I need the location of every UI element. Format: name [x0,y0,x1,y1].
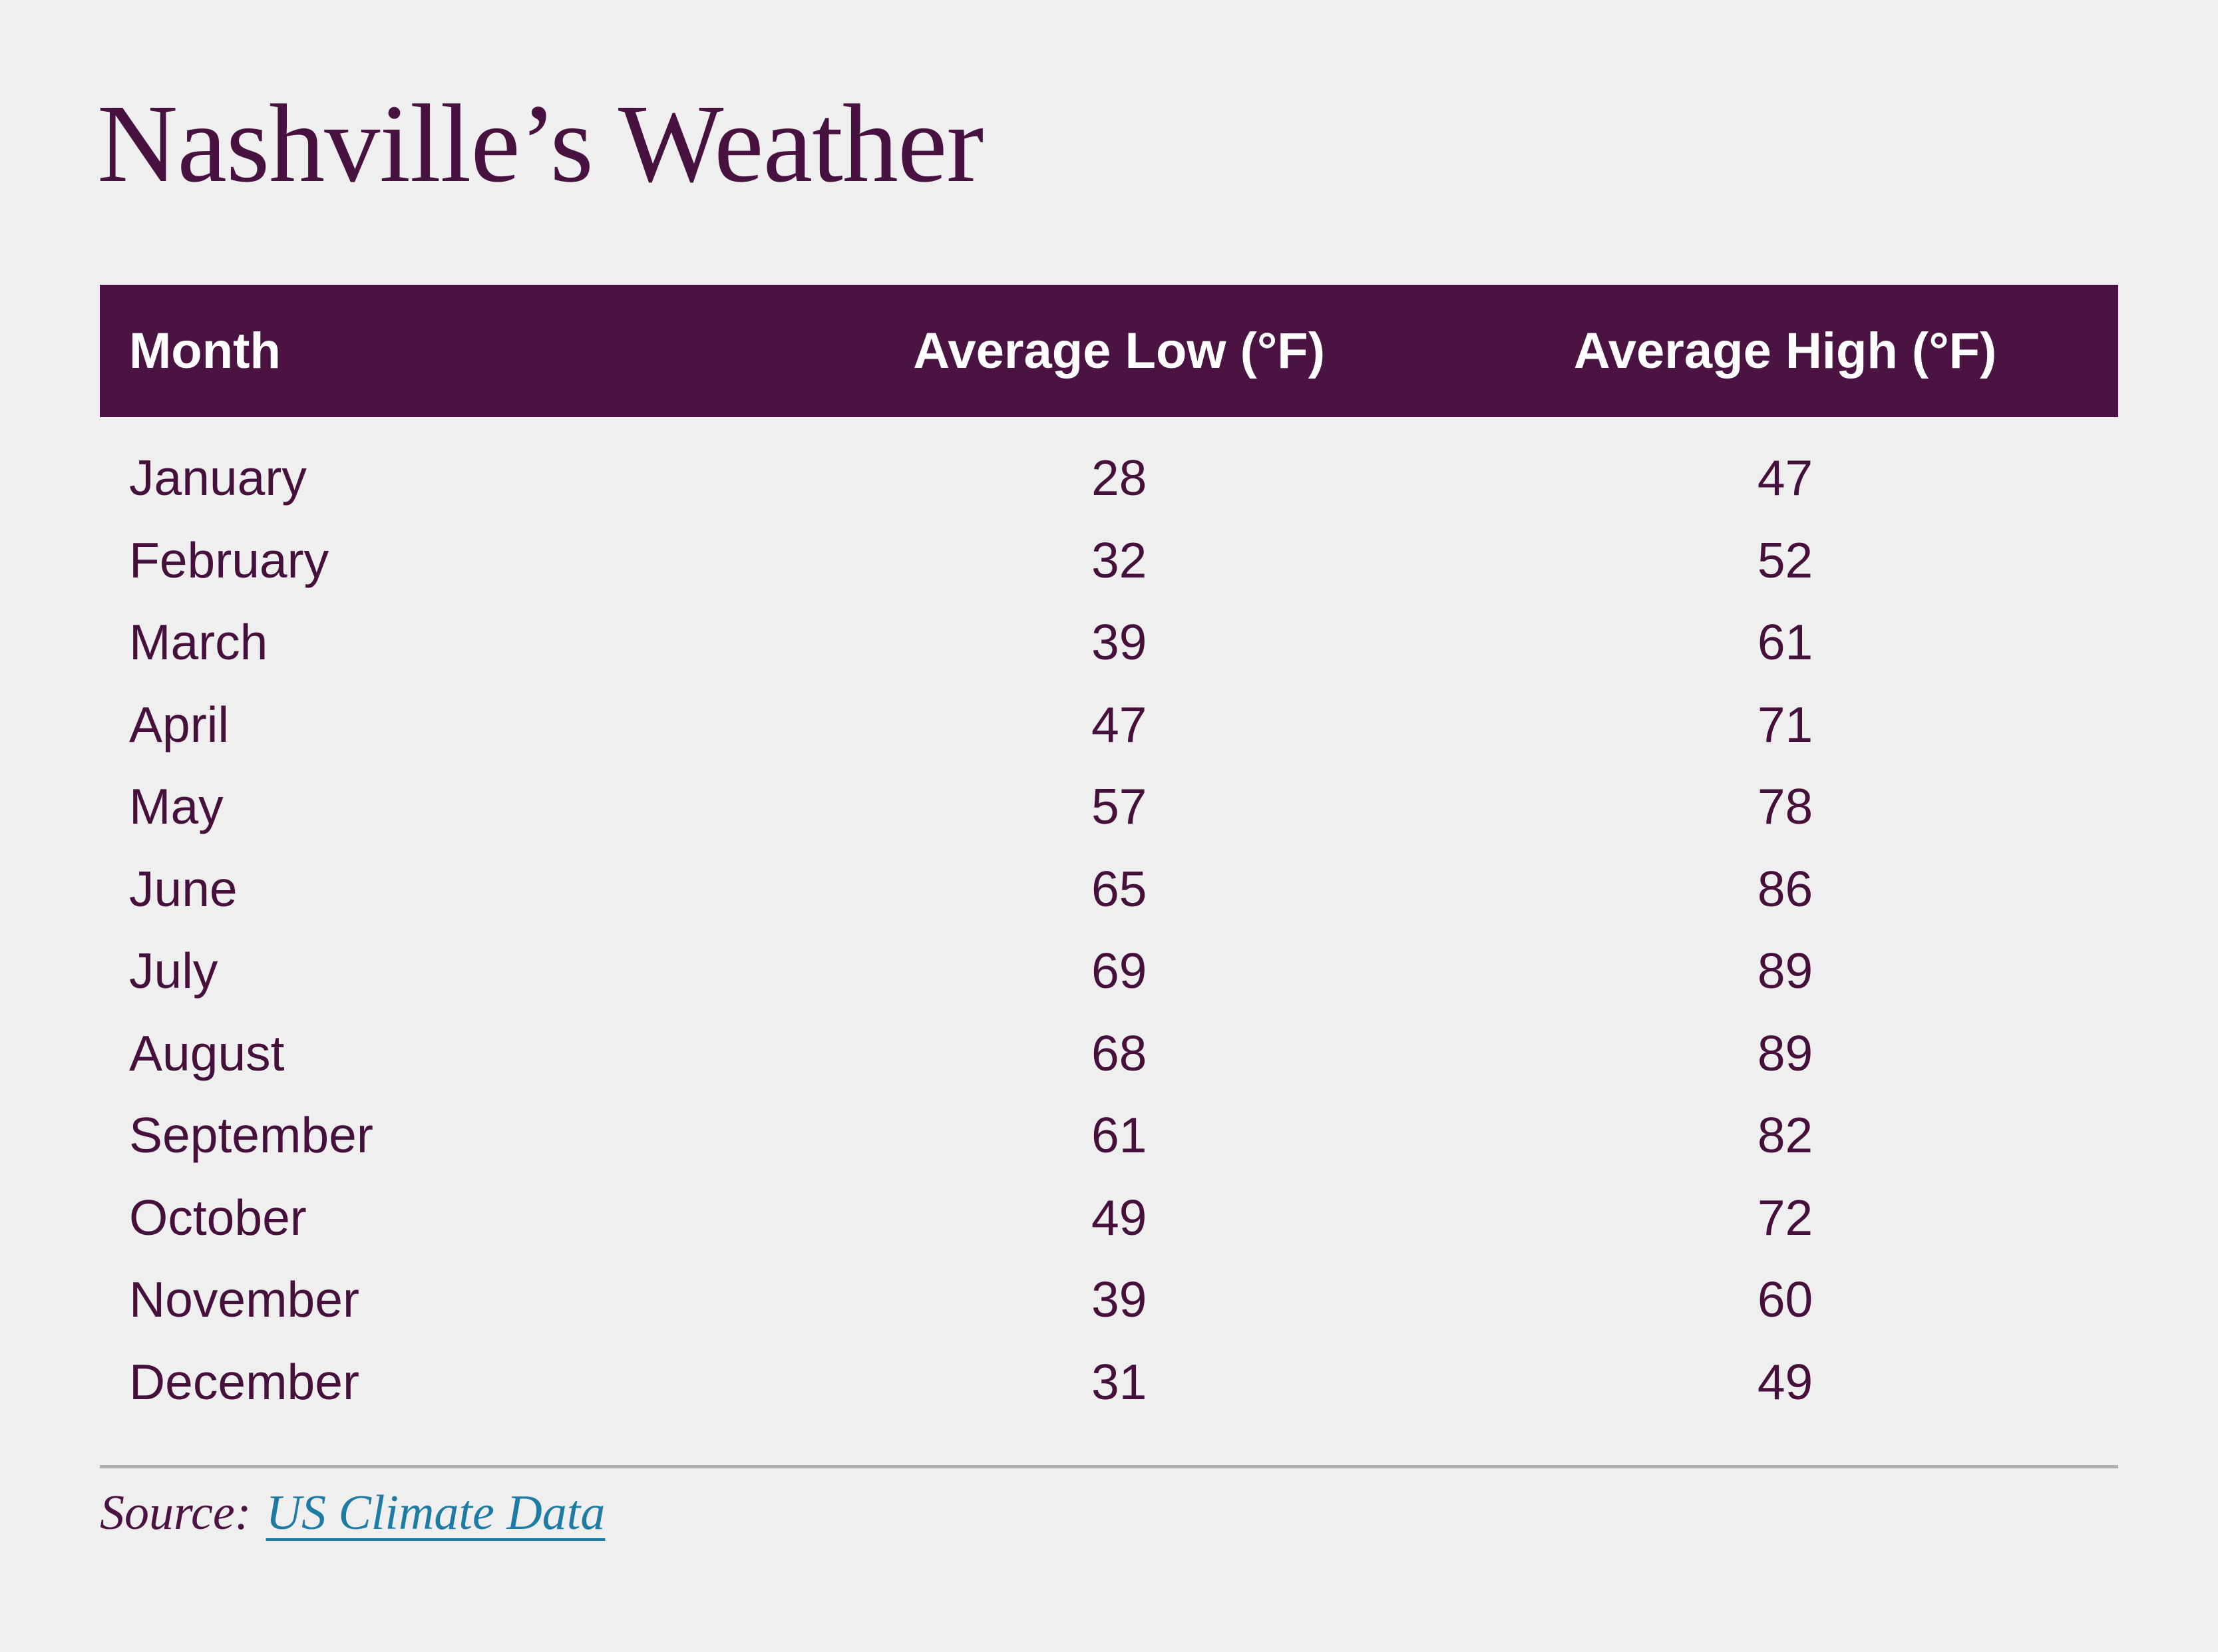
average-high-cell: 49 [1757,1353,1813,1410]
average-low-cell: 47 [1091,696,1147,752]
table-row: July 69 89 [100,930,2118,1013]
average-low-cell: 68 [1091,1025,1147,1081]
table-row: March 39 61 [100,601,2118,684]
average-low-cell: 49 [1091,1189,1147,1245]
average-high-cell: 71 [1757,696,1813,752]
average-low-cell: 39 [1091,1271,1147,1328]
source-line: Source: US Climate Data [100,1488,605,1538]
table-row: May 57 78 [100,766,2118,848]
average-high-cell: 61 [1757,614,1813,671]
table-row: November 39 60 [100,1259,2118,1341]
column-header-average-high: Average High (°F) [1573,322,1997,379]
weather-table-body: January 28 47 February 32 52 March 39 61… [100,417,2118,1423]
source-link[interactable]: US Climate Data [266,1486,606,1540]
month-cell: October [129,1189,307,1245]
average-high-cell: 60 [1757,1271,1813,1328]
average-low-cell: 39 [1091,614,1147,671]
average-high-cell: 89 [1757,943,1813,999]
source-label: Source: [100,1486,252,1540]
month-cell: May [129,778,224,835]
average-high-cell: 78 [1757,778,1813,835]
average-high-cell: 47 [1757,450,1813,506]
month-cell: January [129,450,307,506]
table-row: August 68 89 [100,1013,2118,1095]
column-header-average-low: Average Low (°F) [913,322,1326,379]
average-low-cell: 69 [1091,943,1147,999]
average-high-cell: 72 [1757,1189,1813,1245]
month-cell: August [129,1025,285,1081]
average-low-cell: 32 [1091,532,1147,588]
column-header-month: Month [129,322,281,379]
month-cell: November [129,1271,359,1328]
table-row: January 28 47 [100,437,2118,520]
table-row: December 31 49 [100,1341,2118,1424]
table-row: September 61 82 [100,1094,2118,1177]
page-title: Nashville’s Weather [97,82,984,206]
average-low-cell: 61 [1091,1107,1147,1164]
month-cell: September [129,1107,373,1164]
month-cell: February [129,532,329,588]
average-high-cell: 52 [1757,532,1813,588]
table-row: October 49 72 [100,1177,2118,1259]
month-cell: April [129,696,230,752]
average-high-cell: 89 [1757,1025,1813,1081]
average-high-cell: 86 [1757,860,1813,917]
month-cell: June [129,860,238,917]
average-high-cell: 82 [1757,1107,1813,1164]
average-low-cell: 65 [1091,860,1147,917]
month-cell: July [129,943,218,999]
average-low-cell: 57 [1091,778,1147,835]
footer-divider [100,1465,2118,1468]
month-cell: December [129,1353,359,1410]
table-row: June 65 86 [100,848,2118,931]
table-header-row: Month Average Low (°F) Average High (°F) [100,285,2118,417]
table-row: February 32 52 [100,520,2118,602]
average-low-cell: 28 [1091,450,1147,506]
table-row: April 47 71 [100,684,2118,766]
month-cell: March [129,614,268,671]
average-low-cell: 31 [1091,1353,1147,1410]
